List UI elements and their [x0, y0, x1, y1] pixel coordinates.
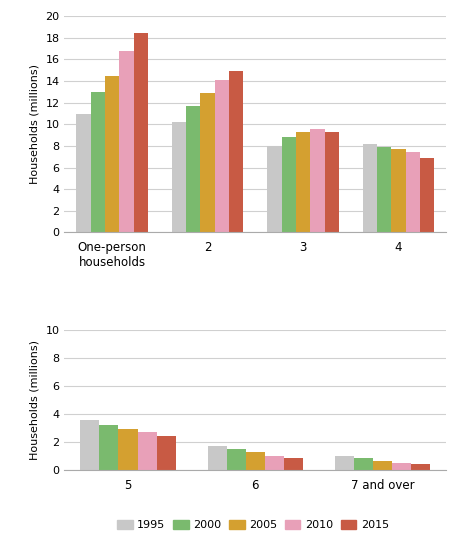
Bar — [419, 158, 433, 232]
Bar — [267, 146, 281, 232]
Bar — [171, 122, 186, 232]
Bar — [281, 137, 295, 232]
Bar — [133, 33, 148, 232]
Bar — [353, 458, 372, 470]
Bar — [207, 446, 226, 470]
Bar — [309, 129, 324, 232]
Bar — [372, 461, 391, 470]
Bar — [99, 425, 118, 470]
Y-axis label: Households (millions): Households (millions) — [30, 340, 40, 460]
Bar — [214, 80, 229, 232]
Bar — [334, 456, 353, 470]
Bar — [391, 149, 405, 232]
Bar — [76, 113, 90, 232]
Bar — [245, 451, 264, 470]
Bar — [157, 436, 175, 470]
Bar — [295, 132, 309, 232]
Bar — [410, 464, 429, 470]
Bar — [376, 147, 391, 232]
Bar — [362, 144, 376, 232]
Bar — [80, 420, 99, 470]
Bar — [229, 71, 243, 232]
Bar — [226, 449, 245, 470]
Bar — [324, 132, 338, 232]
Bar — [119, 51, 133, 232]
Bar — [405, 152, 419, 232]
Bar — [90, 92, 105, 232]
Bar — [283, 458, 302, 470]
Bar — [118, 429, 137, 470]
Bar — [264, 456, 283, 470]
Bar — [200, 93, 214, 232]
Bar — [137, 432, 157, 470]
Bar — [186, 106, 200, 232]
Legend: 1995, 2000, 2005, 2010, 2015: 1995, 2000, 2005, 2010, 2015 — [112, 515, 392, 535]
Y-axis label: Households (millions): Households (millions) — [30, 64, 40, 184]
Bar — [391, 463, 410, 470]
Bar — [105, 76, 119, 232]
